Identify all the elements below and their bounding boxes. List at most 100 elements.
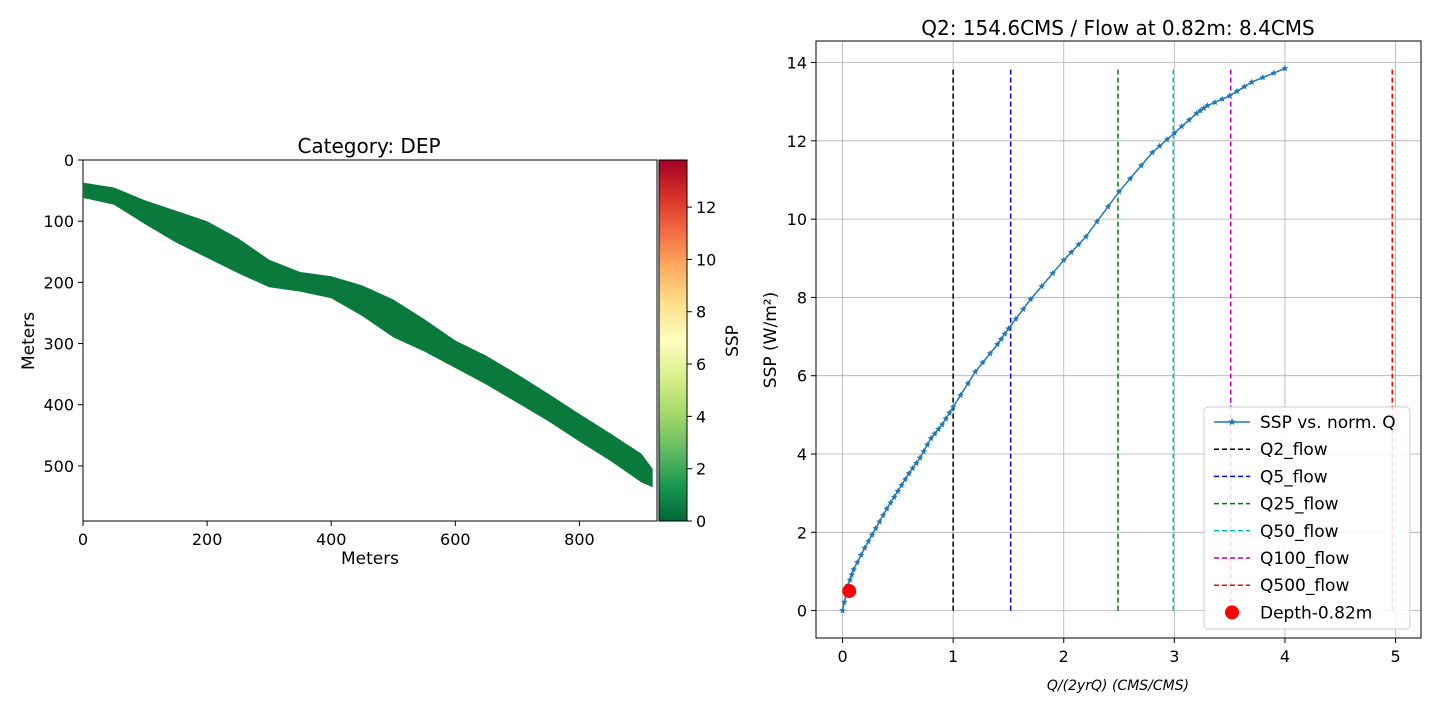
series-marker	[876, 518, 883, 525]
colorbar-tick-label: 6	[696, 355, 706, 374]
colorbar-label: SSP	[723, 325, 743, 357]
series-marker	[1049, 269, 1056, 277]
series-marker	[1270, 69, 1278, 76]
series-marker	[887, 499, 894, 506]
series-marker	[872, 524, 880, 532]
series-line-ssp	[841, 67, 1286, 611]
colorbar-tick-label: 0	[696, 512, 706, 531]
left-y-tick-label: 0	[64, 151, 74, 170]
series-marker	[997, 335, 1005, 342]
deposition-region	[83, 182, 653, 488]
series-marker	[1082, 233, 1090, 240]
right-x-tick-label: 4	[1280, 647, 1290, 666]
left-panel: Category: DEP 0 200 400 600 800 0 100 200 300 40…	[19, 134, 658, 569]
right-x-tick-label: 0	[837, 647, 847, 666]
series-marker	[909, 464, 916, 472]
legend-entry-label: Q100_flow	[1260, 549, 1349, 569]
series-marker	[854, 558, 861, 566]
right-y-tick-label: 12	[787, 132, 807, 151]
series-marker	[1219, 95, 1226, 102]
series-marker	[1281, 64, 1289, 72]
series-marker	[890, 493, 898, 500]
series-marker	[916, 454, 924, 461]
colorbar-tick-label: 10	[696, 250, 716, 269]
right-y-tick-label: 8	[797, 288, 807, 307]
series-marker	[1060, 256, 1068, 264]
series-marker	[1156, 142, 1163, 149]
legend-entry-label: Q500_flow	[1260, 576, 1349, 596]
colorbar	[658, 159, 688, 522]
series-marker	[931, 430, 938, 437]
series-marker	[1038, 282, 1045, 290]
series-marker	[850, 566, 857, 573]
series-marker	[1248, 78, 1256, 85]
series-marker	[994, 340, 1001, 348]
series-marker	[901, 476, 909, 483]
series-marker	[1115, 188, 1123, 195]
series-marker	[1241, 83, 1248, 90]
right-y-tick-label: 6	[797, 367, 807, 386]
series-marker	[846, 576, 854, 583]
right-y-tick-label: 2	[797, 523, 807, 542]
series-marker	[1005, 325, 1012, 332]
series-marker	[957, 391, 964, 399]
legend-box	[1203, 406, 1411, 630]
series-marker	[857, 551, 865, 558]
series-marker	[1093, 218, 1101, 225]
right-plot-area	[815, 40, 1422, 639]
series-marker	[1148, 149, 1156, 156]
series-marker	[898, 481, 905, 489]
series-marker	[1200, 104, 1208, 111]
series-marker	[865, 537, 872, 545]
right-y-axis-label: SSP (W/m²)	[761, 292, 781, 388]
series-marker	[1163, 136, 1171, 143]
series-marker	[1001, 330, 1009, 337]
series-marker	[868, 531, 876, 538]
series-marker	[1067, 248, 1075, 256]
series-marker	[1027, 295, 1034, 303]
left-x-axis-label: Meters	[341, 549, 399, 569]
legend-entry-label: Q25_flow	[1260, 495, 1339, 515]
right-y-tick-label: 10	[787, 210, 807, 229]
left-x-tick-label: 200	[192, 530, 223, 549]
colorbar-tick-label: 4	[696, 407, 706, 426]
series-marker	[1259, 74, 1267, 81]
series-marker	[938, 421, 946, 428]
legend-entry-label: Q2_flow	[1260, 440, 1328, 460]
series-marker	[1075, 241, 1082, 248]
legend-swatch-marker	[1228, 418, 1236, 426]
series-marker	[1185, 116, 1193, 123]
right-y-tick-label: 4	[797, 445, 807, 464]
series-marker	[924, 441, 931, 448]
series-marker	[949, 403, 957, 410]
left-y-tick-label: 500	[43, 457, 74, 476]
series-marker	[1193, 109, 1200, 117]
series-marker	[927, 434, 935, 442]
series-marker	[1226, 92, 1233, 99]
series-marker	[1137, 162, 1145, 169]
series-marker	[879, 511, 887, 519]
series-marker	[986, 350, 994, 357]
left-y-tick-label: 200	[43, 273, 74, 292]
series-marker	[971, 368, 979, 375]
series-marker	[1211, 98, 1219, 106]
series-marker	[979, 359, 986, 366]
series-marker	[1104, 203, 1112, 210]
series-marker	[1126, 175, 1134, 182]
series-marker	[1019, 305, 1027, 312]
colorbar-tick-label: 2	[696, 460, 706, 479]
series-marker	[964, 380, 972, 387]
left-y-tick-label: 300	[43, 335, 74, 354]
right-y-tick-label: 14	[787, 54, 807, 73]
series-marker	[942, 415, 950, 422]
series-marker	[905, 470, 913, 477]
right-x-tick-label: 3	[1169, 647, 1179, 666]
series-marker	[1204, 102, 1211, 109]
series-marker	[861, 544, 868, 551]
left-y-tick-label: 400	[43, 396, 74, 415]
left-title: Category: DEP	[297, 134, 440, 158]
colorbar-tick-label: 12	[696, 198, 716, 217]
right-x-tick-label: 5	[1390, 647, 1400, 666]
right-title: Q2: 154.6CMS / Flow at 0.82m: 8.4CMS	[921, 16, 1315, 40]
